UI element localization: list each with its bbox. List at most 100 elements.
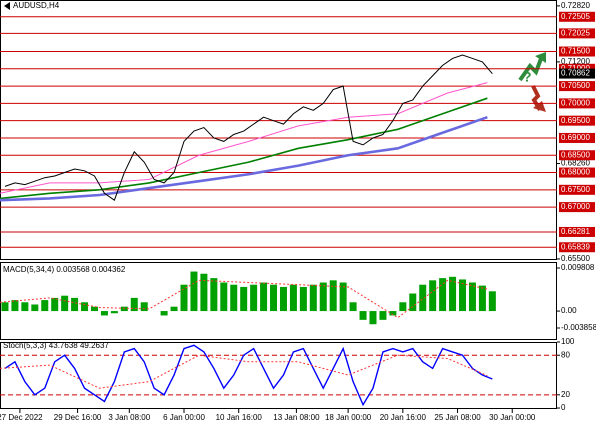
- level-label: 0.69000: [561, 133, 590, 142]
- macd-bar: [170, 306, 178, 312]
- macd-bar: [289, 284, 297, 312]
- macd-bar: [459, 279, 467, 312]
- macd-bar: [90, 306, 98, 312]
- macd-bar: [409, 293, 417, 312]
- macd-bar: [160, 311, 168, 316]
- level-label: 0.70000: [561, 98, 590, 107]
- macd-bar: [270, 284, 278, 312]
- macd-bar: [419, 284, 427, 312]
- macd-bar: [230, 284, 238, 312]
- level-label: 0.68000: [561, 168, 590, 177]
- macd-bar: [319, 282, 327, 312]
- y-tick-label: 0.009808: [561, 263, 595, 272]
- macd-bar: [100, 311, 108, 316]
- x-tick-label: 18 Jan 00:00: [325, 413, 372, 422]
- level-label: 0.67000: [561, 202, 590, 211]
- y-tick-label: 20: [561, 390, 570, 399]
- macd-bar: [260, 282, 268, 312]
- moving-average: [0, 115, 488, 202]
- stoch-signal: [0, 354, 488, 389]
- macd-bar: [279, 286, 287, 312]
- level-label: 0.66281: [561, 227, 590, 236]
- level-label-bg: [559, 184, 595, 195]
- macd-bar: [11, 300, 19, 312]
- level-label: 0.65839: [561, 242, 590, 251]
- macd-bar: [140, 302, 148, 312]
- level-label-bg: [559, 132, 595, 143]
- macd-bar: [110, 311, 118, 314]
- current-price-label: 0.70862: [561, 69, 590, 78]
- level-label: 0.67500: [561, 185, 590, 194]
- macd-bar: [339, 282, 347, 312]
- y-tick-label: 0.65500: [561, 254, 590, 263]
- x-tick-label: 27 Dec 2022: [0, 413, 43, 422]
- macd-bar: [488, 291, 496, 312]
- x-tick-label: 25 Jan 08:00: [434, 413, 481, 422]
- macd-bar: [468, 282, 476, 312]
- y-tick-label: 0.71200: [561, 57, 590, 66]
- macd-panel: [0, 262, 557, 340]
- level-label: 0.68500: [561, 150, 590, 159]
- level-label-bg: [559, 202, 595, 213]
- macd-bar: [349, 302, 357, 312]
- macd-bar: [389, 311, 397, 316]
- macd-title: MACD(5,34,4) 0.003568 0.004362: [3, 265, 126, 274]
- macd-bar: [61, 295, 69, 312]
- macd-bar: [210, 278, 218, 312]
- macd-bar: [220, 282, 228, 312]
- macd-bar: [71, 297, 79, 312]
- stoch-main: [4, 344, 493, 407]
- macd-bar: [359, 311, 367, 320]
- x-tick-label: 10 Jan 16:00: [216, 413, 263, 422]
- x-tick-label: 3 Jan 08:00: [108, 413, 150, 422]
- y-tick-label: 0: [561, 403, 566, 412]
- y-tick-label: 0.00: [561, 306, 577, 315]
- main-panel: [0, 0, 557, 260]
- y-tick-label: -0.003858: [561, 323, 596, 332]
- current-price-bg: [559, 68, 595, 79]
- y-tick-label: 80: [561, 350, 570, 359]
- x-tick-label: 29 Dec 16:00: [54, 413, 102, 422]
- y-tick-label: 100: [561, 337, 575, 346]
- macd-bar: [399, 302, 407, 312]
- macd-bar: [429, 280, 437, 312]
- macd-bar: [120, 306, 128, 312]
- macd-bar: [180, 284, 188, 312]
- macd-bar: [240, 286, 248, 312]
- macd-bar: [190, 271, 198, 312]
- x-tick-label: 20 Jan 16:00: [380, 413, 427, 422]
- macd-bar: [299, 286, 307, 312]
- level-label-bg: [559, 98, 595, 109]
- stoch-title: Stoch(5,3,3) 43.7638 49.2637: [3, 341, 109, 350]
- macd-bar: [449, 276, 457, 312]
- macd-bar: [51, 297, 59, 312]
- y-tick-label: 0.72820: [561, 1, 590, 10]
- macd-bar: [1, 302, 9, 312]
- level-label: 0.72505: [561, 12, 590, 21]
- x-tick-label: 13 Jan 08:00: [273, 413, 320, 422]
- level-label-bg: [559, 28, 595, 39]
- level-label-bg: [559, 242, 595, 253]
- level-label-bg: [559, 81, 595, 92]
- level-label-bg: [559, 11, 595, 22]
- macd-bar: [379, 311, 387, 320]
- level-label-bg: [559, 150, 595, 161]
- moving-average: [0, 82, 488, 194]
- question-mark: ?: [523, 69, 532, 85]
- level-label: 0.71500: [561, 47, 590, 56]
- level-label-bg: [559, 115, 595, 126]
- moving-average: [0, 97, 488, 200]
- y-tick-label: 0.68260: [561, 159, 590, 168]
- macd-bar: [250, 284, 258, 312]
- macd-bar: [309, 284, 317, 312]
- macd-bar: [369, 311, 377, 325]
- stoch-panel: [0, 342, 557, 409]
- level-label-bg: [559, 167, 595, 178]
- macd-bar: [130, 297, 138, 312]
- macd-signal: [0, 279, 488, 319]
- level-label: 0.70500: [561, 81, 590, 90]
- up-arrowhead: [535, 52, 546, 63]
- macd-bar: [31, 304, 39, 312]
- symbol-icon: [4, 2, 10, 10]
